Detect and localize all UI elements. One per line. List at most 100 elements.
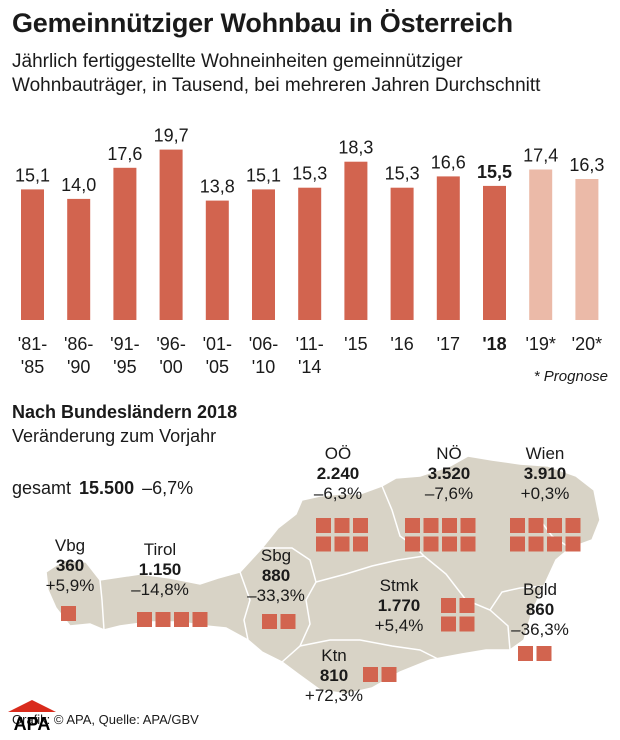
tick-label-1: '86- [64,334,93,354]
tick-label-line2-0: '85 [21,357,44,377]
total-summary: gesamt 15.500 –6,7% [12,478,193,499]
bar-10 [483,185,506,320]
state-wien: Wien 3.910 +0,3% [510,444,580,504]
square-NÖ-5 [423,536,439,552]
subtitle-line-2: Wohnbauträger, in Tausend, bei mehreren … [12,75,541,96]
state-change: +72,3% [304,686,364,705]
tick-label-line2-1: '90 [67,357,90,377]
data-label-1: 14,0 [61,175,96,195]
state-sbg: Sbg 880 –33,3% [236,546,316,606]
austria-outline [45,455,601,695]
subtitle-line-1: Jährlich fertiggestellte Wohneinheiten g… [12,51,463,72]
bar-series: 15,1 '81- '85 14,0 '86- '90 17,6 '91- '95 19,7 '96… [15,126,604,377]
state-value: 1.770 [377,596,421,615]
square-Ktn-1 [381,667,397,682]
square-Tirol-1 [155,612,171,627]
states-section-subtitle: Veränderung zum Vorjahr [12,426,217,446]
border-stmk [423,555,511,651]
state-value: 880 [261,566,291,585]
state-name: Stmk [379,576,419,595]
state-name: Ktn [321,646,347,665]
bar-7 [344,161,368,320]
state-value: 3.520 [427,464,471,483]
square-Sbg-1 [280,614,296,629]
states-section-title: Nach Bundesländern 2018 [12,402,238,422]
state-change: –36,3% [511,620,569,639]
border-ktn-stmk [299,639,441,661]
square-Wien-7 [565,536,581,552]
square-OÖ-5 [353,536,368,552]
square-Tirol-2 [174,612,189,627]
border-wien [539,519,571,549]
tick-label-line2-2: '95 [113,357,136,377]
square-Wien-2 [547,518,562,533]
state-change: –14,8% [131,580,189,599]
state-value: 2.240 [316,464,360,483]
state-stmk: Stmk 1.770 +5,4% [364,576,434,636]
data-label-7: 18,3 [338,138,373,158]
bar-5 [252,189,275,320]
bar-1 [67,198,91,320]
apa-logo: APA [8,700,56,732]
state-change: –7,6% [424,484,474,503]
bar-9 [436,176,460,320]
austria-map [45,455,601,695]
state-name: Vbg [54,536,86,555]
bar-6 [298,187,322,320]
square-Wien-3 [565,518,581,533]
square-Stmk-3 [459,616,475,632]
square-Vbg-0 [61,606,76,621]
state-value: 3.910 [523,464,567,483]
bar-8 [390,187,414,320]
square-Ktn-0 [363,667,378,682]
data-label-10: 15,5 [477,162,512,182]
state-name: OÖ [324,444,352,463]
state-name: Tirol [143,540,177,559]
state-change: +5,9% [45,576,95,595]
bar-2 [113,167,137,320]
border-tirol-sbg [239,571,251,641]
bar-11 [529,169,553,320]
state-change: –6,3% [313,484,363,503]
square-Tirol-3 [192,612,208,627]
square-NÖ-3 [460,518,476,533]
square-Sbg-0 [262,614,277,629]
state-tirol: Tirol 1.150 –14,8% [120,540,200,600]
state-squares [61,518,581,682]
square-Stmk-2 [441,616,456,632]
square-OÖ-3 [316,536,331,552]
data-label-6: 15,3 [292,164,327,184]
tick-label-3: '96- [156,334,185,354]
total-change: –6,7% [142,478,194,498]
border-bgld [489,585,545,611]
forecast-footnote: * Prognose [533,368,608,385]
data-label-2: 17,6 [107,144,142,164]
square-NÖ-2 [442,518,457,533]
chart-title: Gemeinnütziger Wohnbau in Österreich [12,8,513,38]
square-NÖ-6 [442,536,457,552]
square-Wien-5 [528,536,544,552]
state-name: NÖ [436,444,462,463]
tick-label-4: '01- [203,334,232,354]
state-value: 860 [525,600,555,619]
data-label-8: 15,3 [385,164,420,184]
tick-label-6: '11- [296,334,324,354]
state-name: Sbg [260,546,292,565]
state-change: +0,3% [520,484,570,503]
state-noe: NÖ 3.520 –7,6% [414,444,484,504]
square-Wien-1 [528,518,544,533]
state-change: +5,4% [374,616,424,635]
tick-label-8: '16 [390,334,413,354]
square-OÖ-4 [334,536,350,552]
square-Wien-6 [547,536,562,552]
total-value: 15.500 [79,478,135,498]
square-Bgld-0 [518,646,533,661]
state-bgld: Bgld 860 –36,3% [500,580,580,640]
data-label-9: 16,6 [431,152,466,172]
apa-logo-text: APA [14,714,51,732]
tick-label-0: '81- [18,334,47,354]
square-OÖ-0 [316,518,331,533]
data-label-5: 15,1 [246,165,281,185]
data-label-3: 19,7 [154,126,189,146]
tick-label-line2-5: '10 [252,357,275,377]
